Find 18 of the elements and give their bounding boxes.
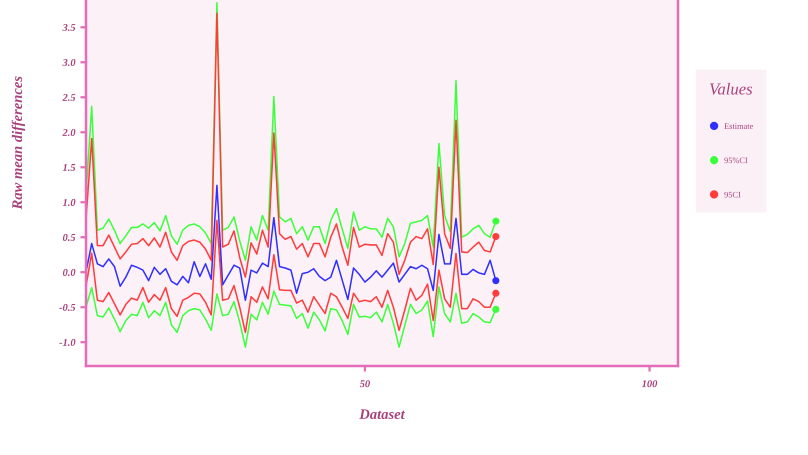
legend-label: 95CI [724,192,740,198]
y-tick-label: -1.0 [59,338,76,346]
y-tick-label: 0.0 [62,268,76,276]
y-tick-label: 1.0 [62,198,76,206]
y-tick-label: 3.5 [62,24,76,32]
x-axis-title: Dataset [359,409,406,420]
y-axis-title: Raw mean differences [12,76,26,210]
x-tick-label: 100 [642,380,658,388]
legend-label: Estimate [724,123,753,129]
y-tick-label: 3.0 [62,58,76,66]
y-tick-label: 2.0 [62,128,76,136]
y-tick-label: 1.5 [62,164,76,172]
y-tick-label: 0.5 [62,234,76,241]
x-tick-label: 50 [360,380,370,388]
legend-title: Values [710,82,752,95]
legend-label: 95%CI [724,158,748,164]
y-tick-label: -0.5 [59,304,76,311]
y-tick-label: 2.5 [62,94,76,102]
